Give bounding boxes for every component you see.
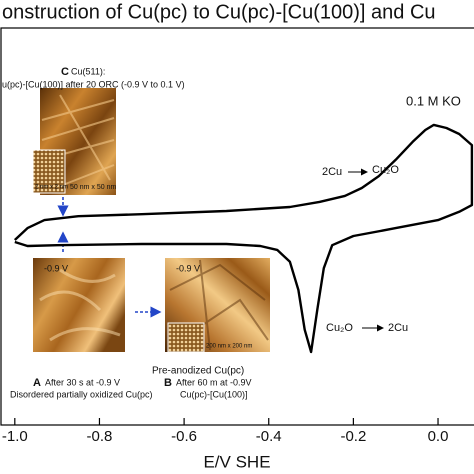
x-tick-label: -1.0 [2,428,28,445]
x-tick-label: -0.6 [171,428,197,445]
chart-title: onstruction of Cu(pc) to Cu(pc)-[Cu(100)… [2,1,436,23]
panel-letter: C [61,66,69,78]
potential-label: -0.9 V [176,263,200,273]
reaction-arrows [348,168,384,332]
x-tick-label: 0.0 [428,428,449,445]
scale-label: 50 nm x 50 nm [70,184,116,191]
x-tick-label: -0.8 [87,428,113,445]
stm-image-a [33,258,125,352]
panel-caption: Disordered partially oxidized Cu(pc) [10,389,153,399]
plot-frame [0,27,474,426]
panel-caption: After 60 m at -0.9V [176,377,252,387]
transition-arrows [57,197,162,318]
scale-label: 200 nm x 200 nm [206,344,252,350]
panel-caption: Pre-anodized Cu(pc) [152,366,244,377]
panel-caption: u(pc)-[Cu(100)] after 20 ORC (-0.9 V to … [2,79,185,89]
stm-image-b [165,258,270,353]
panel-caption: After 30 s at -0.9 V [45,377,120,387]
scale-label: 2 nm x 2 nm [35,185,68,191]
x-tick-label: -0.4 [256,428,282,445]
electrolyte-label: 0.1 M KO [406,93,461,108]
potential-label: -0.9 V [44,263,68,273]
cv-curve [13,123,474,354]
panel-letter: A [33,377,41,389]
reaction-label: 2Cu [388,322,408,334]
reaction-label: Cu₂O [326,322,353,334]
reaction-label: 2Cu [322,166,342,178]
x-axis-label: E/V SHE [203,452,270,471]
panel-letter: B [164,377,172,389]
stm-image-c [32,88,116,195]
panel-caption: Cu(511): [71,66,105,76]
panel-caption: Cu(pc)-[Cu(100)] [180,389,248,399]
reaction-label: Cu₂O [372,164,399,176]
x-tick-label: -0.2 [340,428,366,445]
